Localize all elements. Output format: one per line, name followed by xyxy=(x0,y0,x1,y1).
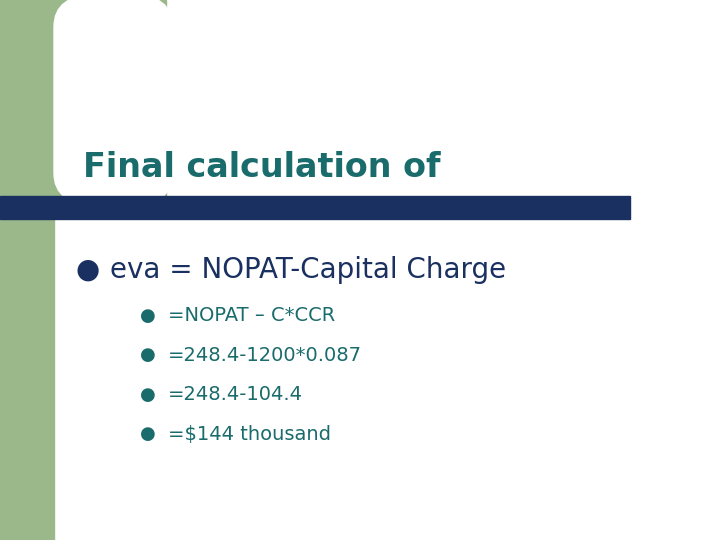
Text: Final calculation of: Final calculation of xyxy=(83,151,452,184)
Text: ●: ● xyxy=(140,386,156,404)
FancyBboxPatch shape xyxy=(54,0,173,205)
Text: ●: ● xyxy=(76,256,100,284)
Text: =248.4-1200*0.087: =248.4-1200*0.087 xyxy=(168,346,361,365)
Text: ●: ● xyxy=(140,425,156,443)
Bar xyxy=(0,0,54,540)
Text: =$144 thousand: =$144 thousand xyxy=(168,424,330,444)
Text: =NOPAT – C*CCR: =NOPAT – C*CCR xyxy=(168,306,335,326)
Text: ●: ● xyxy=(140,346,156,364)
Bar xyxy=(0,196,630,219)
Text: eva = NOPAT-Capital Charge: eva = NOPAT-Capital Charge xyxy=(110,256,506,284)
Bar xyxy=(0,0,166,205)
Text: ●: ● xyxy=(140,307,156,325)
Text: =248.4-104.4: =248.4-104.4 xyxy=(168,385,302,404)
